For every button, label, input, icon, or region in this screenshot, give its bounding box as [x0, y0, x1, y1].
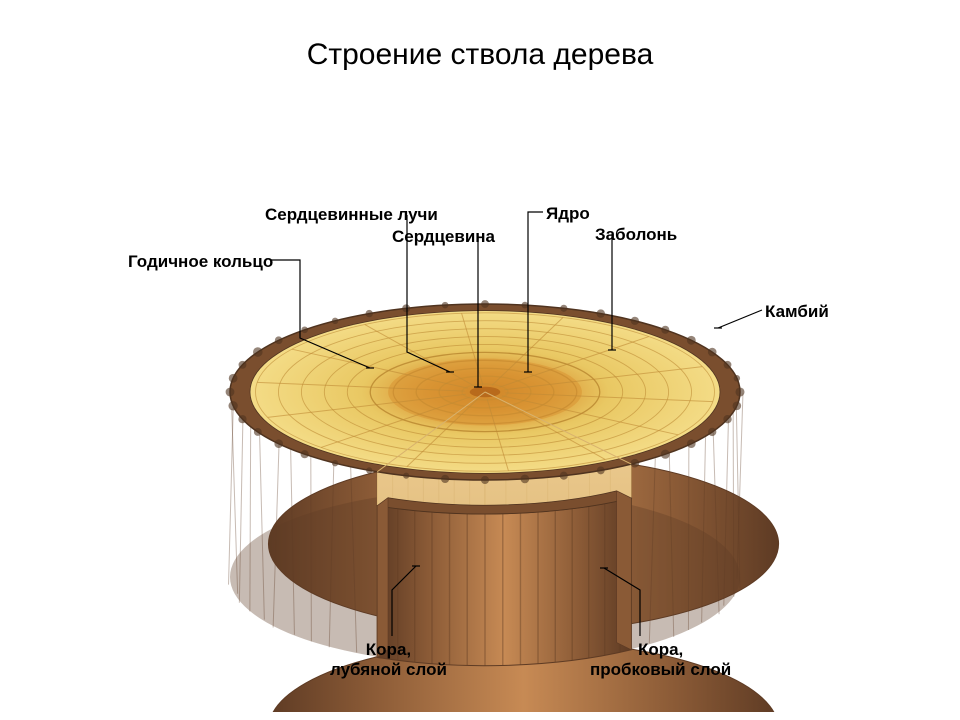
label-cambium: Камбий — [765, 302, 829, 322]
label-bast: Кора,лубяной слой — [330, 640, 447, 679]
label-pith: Сердцевина — [392, 227, 495, 247]
label-medullary_rays: Сердцевинные лучи — [265, 205, 438, 225]
label-cork: Кора,пробковый слой — [590, 640, 731, 679]
page-title: Строение ствола дерева — [0, 38, 960, 72]
label-sapwood: Заболонь — [595, 225, 677, 245]
diagram-canvas: Годичное кольцо Сердцевинные лучиСердцеви… — [0, 92, 960, 712]
label-heartwood: Ядро — [546, 204, 590, 224]
label-annual_ring: Годичное кольцо — [128, 252, 273, 272]
tree-trunk-diagram — [0, 92, 960, 712]
